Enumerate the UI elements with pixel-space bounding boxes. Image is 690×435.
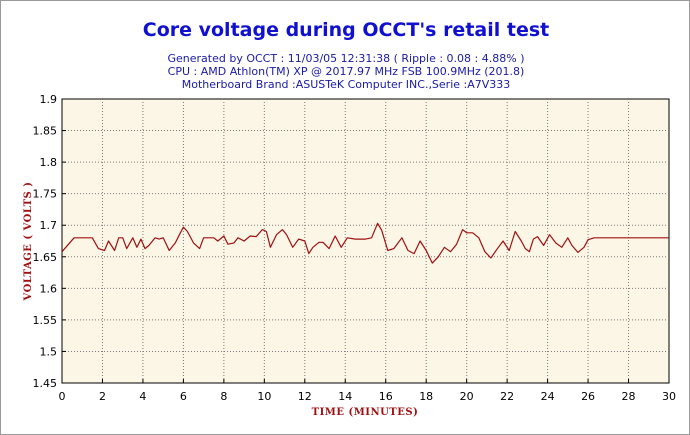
x-tick-label: 30 — [662, 390, 676, 403]
x-tick-label: 28 — [622, 390, 636, 403]
x-tick-label: 4 — [139, 390, 146, 403]
series-group — [61, 222, 669, 264]
subtitle-motherboard: Motherboard Brand :ASUSTeK Computer INC.… — [182, 78, 511, 91]
subtitle-generated: Generated by OCCT : 11/03/05 12:31:38 ( … — [168, 52, 525, 65]
y-tick-label: 1.55 — [33, 314, 58, 327]
y-tick-label: 1.85 — [33, 125, 58, 138]
x-tick-label: 12 — [298, 390, 312, 403]
x-tick-label: 0 — [59, 390, 66, 403]
x-tick-label: 16 — [379, 390, 393, 403]
x-tick-label: 18 — [419, 390, 433, 403]
y-tick-label: 1.8 — [40, 156, 58, 169]
y-tick-label: 1.7 — [40, 219, 58, 232]
x-tick-label: 14 — [338, 390, 352, 403]
x-tick-label: 6 — [180, 390, 187, 403]
y-tick-label: 1.45 — [33, 377, 58, 390]
x-tick-label: 2 — [99, 390, 106, 403]
x-tick-label: 10 — [257, 390, 271, 403]
chart-title: Core voltage during OCCT's retail test — [143, 19, 549, 41]
x-tick-label: 20 — [460, 390, 474, 403]
x-tick-label: 24 — [541, 390, 555, 403]
x-tick-label: 26 — [581, 390, 595, 403]
x-axis-label: TIME (MINUTES) — [312, 407, 419, 418]
x-tick-label: 22 — [500, 390, 514, 403]
y-tick-label: 1.9 — [40, 93, 58, 106]
y-tick-label: 1.65 — [33, 251, 58, 264]
y-tick-label: 1.75 — [33, 188, 58, 201]
axis-ticks: 0 2 4 6 8 10 12 14 16 18 20 22 24 26 28 301.451.51.551.… — [33, 93, 677, 403]
subtitle-cpu: CPU : AMD Athlon(TM) XP @ 2017.97 MHz FS… — [168, 65, 525, 78]
x-tick-label: 8 — [220, 390, 227, 403]
voltage-series-line — [61, 222, 669, 264]
plot-area — [61, 98, 670, 384]
y-tick-label: 1.6 — [40, 282, 58, 295]
y-axis-label: VOLTAGE ( VOLTS ) — [23, 182, 34, 302]
y-tick-label: 1.5 — [40, 345, 58, 358]
